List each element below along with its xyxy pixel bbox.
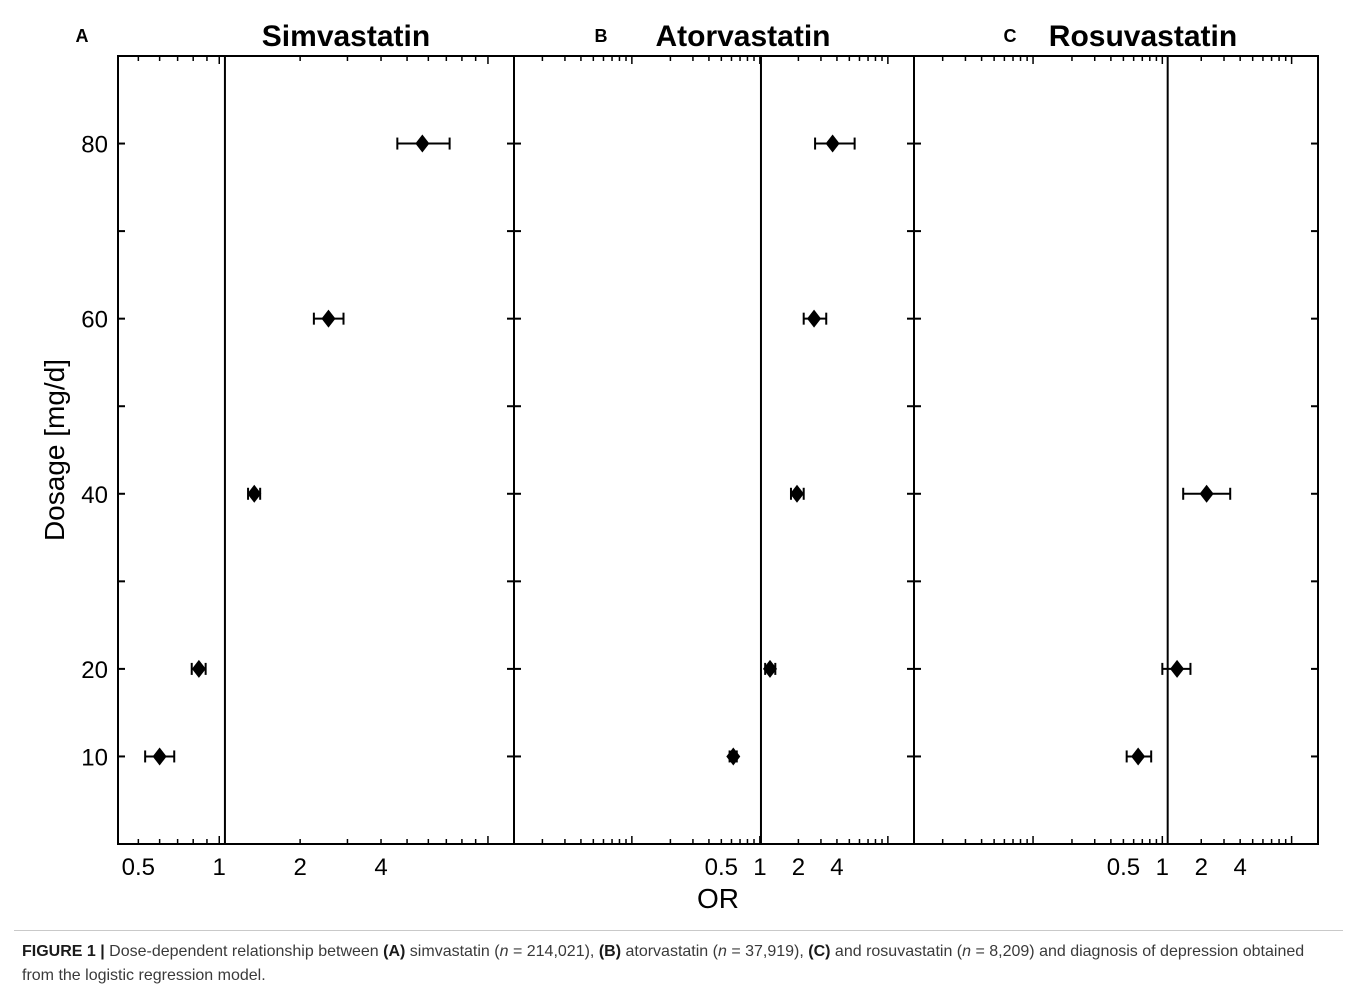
caption-text-4: atorvastatin ( — [621, 943, 718, 960]
panel-b-xtick-label: 1 — [753, 854, 766, 881]
panel-c-xtick-label: 4 — [1233, 854, 1246, 881]
caption-text-6: and rosuvastatin ( — [830, 943, 963, 960]
panel-a-point-60 — [321, 309, 336, 328]
panel-a-xtick-label: 2 — [293, 854, 306, 881]
panel-c-xtick-label: 0.5 — [1107, 854, 1140, 881]
panel-b-point-60 — [807, 309, 822, 328]
caption-n-2: n — [717, 943, 727, 960]
caption-text-2: simvastatin ( — [405, 943, 500, 960]
caption-text-1: Dose-dependent relationship between — [104, 943, 384, 960]
panel-c-title: Rosuvastatin — [1049, 20, 1237, 53]
panel-b-point-20 — [763, 659, 778, 678]
panel-c-point-20 — [1170, 659, 1185, 678]
panel-a-point-10 — [152, 747, 167, 766]
ytick-label-80: 80 — [81, 132, 108, 159]
panel-a-xtick-label: 0.5 — [122, 854, 155, 881]
panel-b-letter: B — [595, 26, 608, 46]
caption-text-7: = 8,209) and diagnosis of depression obt… — [22, 943, 1305, 984]
caption-panel-c: (C) — [808, 943, 831, 960]
panel-c-point-40 — [1199, 484, 1214, 503]
panel-a-xtick-label: 4 — [374, 854, 387, 881]
caption-divider — [14, 930, 1343, 931]
panel-c-xtick-label: 2 — [1195, 854, 1208, 881]
panel-b-xtick-label: 0.5 — [705, 854, 738, 881]
y-axis-label: Dosage [mg/d] — [39, 359, 70, 541]
panel-b-xtick-label: 4 — [830, 854, 843, 881]
panel-c-letter: C — [1004, 26, 1017, 46]
ytick-label-20: 20 — [81, 657, 108, 684]
caption-text-3: = 214,021), — [508, 943, 599, 960]
caption-n-1: n — [499, 943, 509, 960]
panel-c-frame — [913, 55, 1319, 845]
caption-n-3: n — [962, 943, 972, 960]
panel-b-point-80 — [825, 134, 840, 153]
panel-c-xtick-label: 1 — [1156, 854, 1169, 881]
panel-a-point-20 — [191, 659, 206, 678]
figure-caption: FIGURE 1 | Dose-dependent relationship b… — [22, 940, 1322, 988]
caption-text-5: = 37,919), — [726, 943, 809, 960]
panel-b-xtick-label: 2 — [792, 854, 805, 881]
panel-a-title: Simvastatin — [262, 20, 430, 53]
panel-b-frame — [513, 55, 915, 845]
ytick-label-60: 60 — [81, 307, 108, 334]
panel-b-point-10 — [726, 747, 741, 766]
panel-a-point-80 — [415, 134, 430, 153]
ytick-label-10: 10 — [81, 744, 108, 771]
ytick-label-40: 40 — [81, 482, 108, 509]
x-axis-label: OR — [697, 883, 739, 914]
panel-a-letter: A — [76, 26, 89, 46]
panel-c-point-10 — [1131, 747, 1146, 766]
caption-panel-b: (B) — [598, 943, 622, 960]
panel-b-point-40 — [789, 484, 804, 503]
panel-a-xtick-label: 1 — [213, 854, 226, 881]
panel-b-title: Atorvastatin — [655, 20, 830, 53]
panel-a-frame — [117, 55, 515, 845]
caption-panel-a: (A) — [383, 943, 406, 960]
panel-a-point-40 — [247, 484, 262, 503]
caption-label: FIGURE 1 | — [22, 943, 105, 960]
